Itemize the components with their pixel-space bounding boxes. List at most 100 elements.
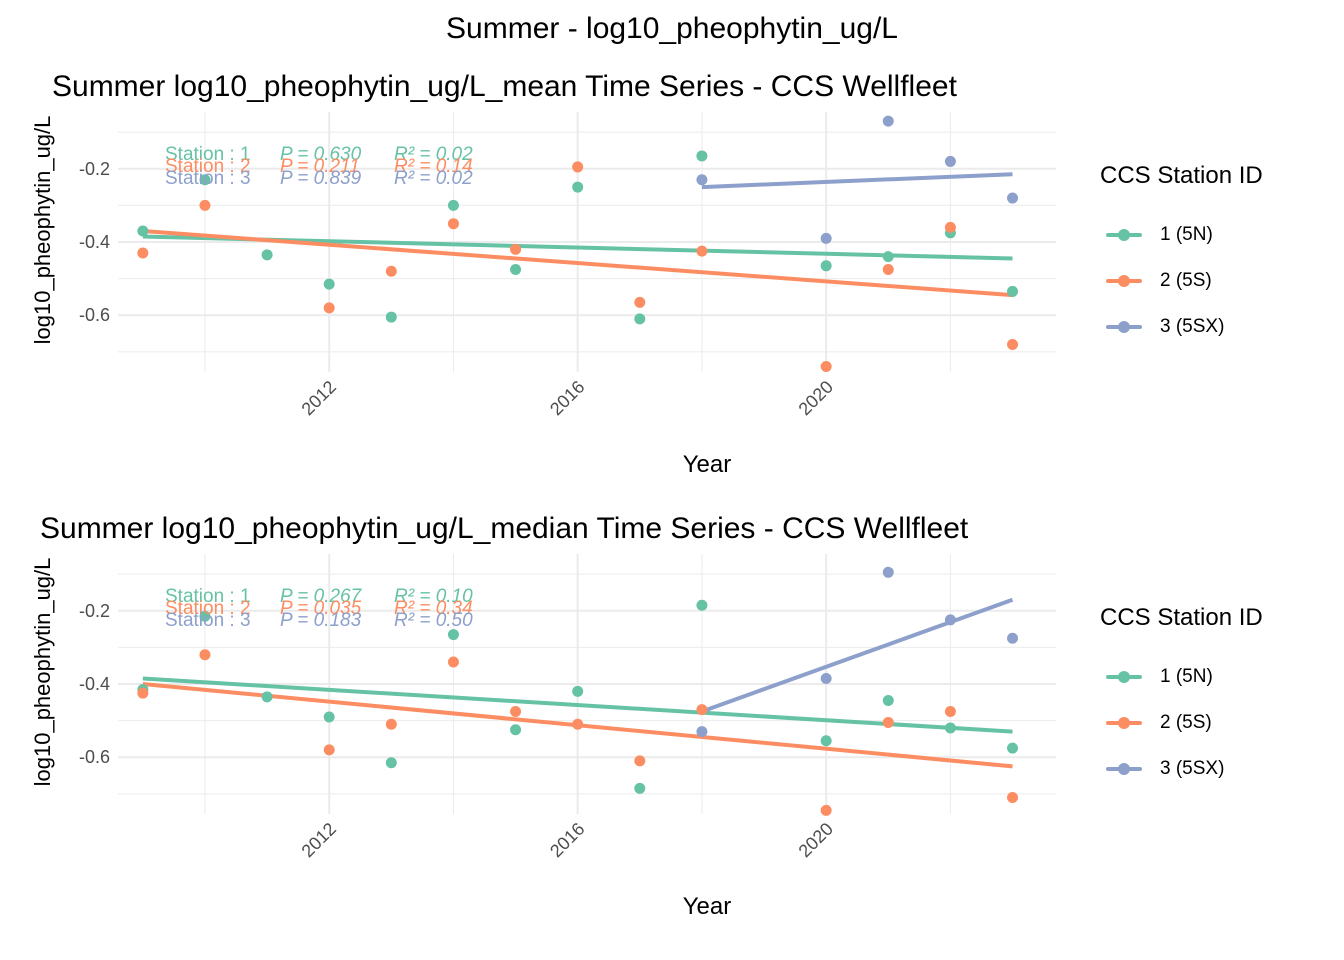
plot-area: -0.6 -0.4 -0.2 2012 2016 2020 Year log10_pheoph…	[30, 554, 1056, 920]
x-tick-label: 2016	[546, 819, 588, 861]
x-tick-label: 2012	[298, 819, 340, 861]
legend-item-station-3: 3 (5SX)	[1100, 304, 1330, 350]
legend-key-icon	[1100, 667, 1148, 687]
data-point	[882, 566, 894, 578]
data-point	[510, 705, 522, 717]
x-tick-label: 2020	[795, 819, 837, 861]
data-point	[882, 115, 894, 127]
legend-item-station-1: 1 (5N)	[1100, 212, 1330, 258]
trend-line-3 (5SX)	[701, 597, 1014, 714]
data-point	[1007, 792, 1019, 804]
data-point	[261, 691, 273, 703]
chart-title: Summer log10_pheophytin_ug/L_mean Time S…	[52, 70, 957, 103]
y-tick-label: -0.4	[79, 232, 110, 252]
data-point	[820, 735, 832, 747]
y-axis-title: log10_pheophytin_ug/L	[30, 116, 55, 345]
trend-line-3 (5SX)	[701, 172, 1013, 190]
data-point	[447, 218, 459, 230]
data-point	[944, 722, 956, 734]
data-point	[944, 155, 956, 167]
data-point	[1007, 192, 1019, 204]
data-point	[634, 755, 646, 767]
data-point	[820, 260, 832, 272]
legend-key-icon	[1100, 271, 1148, 291]
y-tick-label: -0.4	[79, 674, 110, 694]
data-point	[261, 249, 273, 261]
legend-label: 2 (5S)	[1160, 270, 1212, 291]
data-point	[510, 724, 522, 736]
data-point	[199, 649, 211, 661]
data-point	[199, 610, 211, 622]
data-point	[323, 744, 335, 756]
data-point	[572, 718, 584, 730]
chart-title: Summer log10_pheophytin_ug/L_median Time…	[40, 512, 969, 545]
legend-item-station-2: 2 (5S)	[1100, 700, 1330, 746]
legend-item-station-2: 2 (5S)	[1100, 258, 1330, 304]
data-point	[696, 245, 708, 257]
data-point	[510, 243, 522, 255]
data-point	[882, 263, 894, 275]
data-point	[820, 804, 832, 816]
data-point	[137, 247, 149, 259]
data-point	[944, 221, 956, 233]
legend: CCS Station ID 1 (5N) 2 (5S) 3 (5SX)	[1100, 162, 1330, 350]
data-point	[944, 614, 956, 626]
data-point	[323, 711, 335, 723]
legend-label: 1 (5N)	[1160, 224, 1213, 245]
data-point	[385, 757, 397, 769]
data-point	[447, 199, 459, 211]
legend-label: 3 (5SX)	[1160, 758, 1225, 779]
data-point	[385, 311, 397, 323]
legend-key-icon	[1100, 713, 1148, 733]
trend-line-1 (5N)	[142, 676, 1013, 734]
data-point	[696, 599, 708, 611]
data-point	[696, 174, 708, 186]
x-axis-title: Year	[683, 451, 732, 478]
data-point	[1007, 742, 1019, 754]
data-point	[696, 726, 708, 738]
legend-key-icon	[1100, 317, 1148, 337]
data-point	[385, 718, 397, 730]
x-axis-title: Year	[683, 893, 732, 920]
data-point	[447, 629, 459, 641]
legend-item-station-3: 3 (5SX)	[1100, 746, 1330, 792]
data-point	[572, 685, 584, 697]
chart-panel-median: Summer log10_pheophytin_ug/L_median Time…	[0, 512, 1344, 952]
data-point	[1007, 339, 1019, 351]
legend-key-icon	[1100, 225, 1148, 245]
x-tick-label: 2012	[298, 377, 340, 419]
legend-title: CCS Station ID	[1100, 604, 1263, 631]
data-point	[882, 251, 894, 263]
page-title: Summer - log10_pheophytin_ug/L	[446, 12, 898, 45]
y-tick-label: -0.2	[79, 159, 110, 179]
data-point	[634, 296, 646, 308]
y-tick-label: -0.6	[79, 747, 110, 767]
data-point	[572, 161, 584, 173]
data-point	[820, 673, 832, 685]
data-point	[820, 361, 832, 373]
data-point	[323, 302, 335, 314]
legend: CCS Station ID 1 (5N) 2 (5S) 3 (5SX)	[1100, 604, 1330, 792]
data-point	[882, 694, 894, 706]
legend-item-station-1: 1 (5N)	[1100, 654, 1330, 700]
y-axis-title: log10_pheophytin_ug/L	[30, 558, 55, 787]
x-tick-label: 2020	[795, 377, 837, 419]
y-tick-label: -0.2	[79, 601, 110, 621]
data-point	[137, 225, 149, 237]
legend-label: 3 (5SX)	[1160, 316, 1225, 337]
data-point	[510, 263, 522, 275]
data-point	[199, 174, 211, 186]
plot-area: -0.6 -0.4 -0.2 2012 2016 2020 Year log10_pheoph…	[30, 112, 1056, 478]
data-point	[1007, 285, 1019, 297]
legend-label: 1 (5N)	[1160, 666, 1213, 687]
data-point	[447, 656, 459, 668]
data-point	[323, 278, 335, 290]
data-point	[944, 705, 956, 717]
data-point	[696, 150, 708, 162]
data-point	[634, 782, 646, 794]
